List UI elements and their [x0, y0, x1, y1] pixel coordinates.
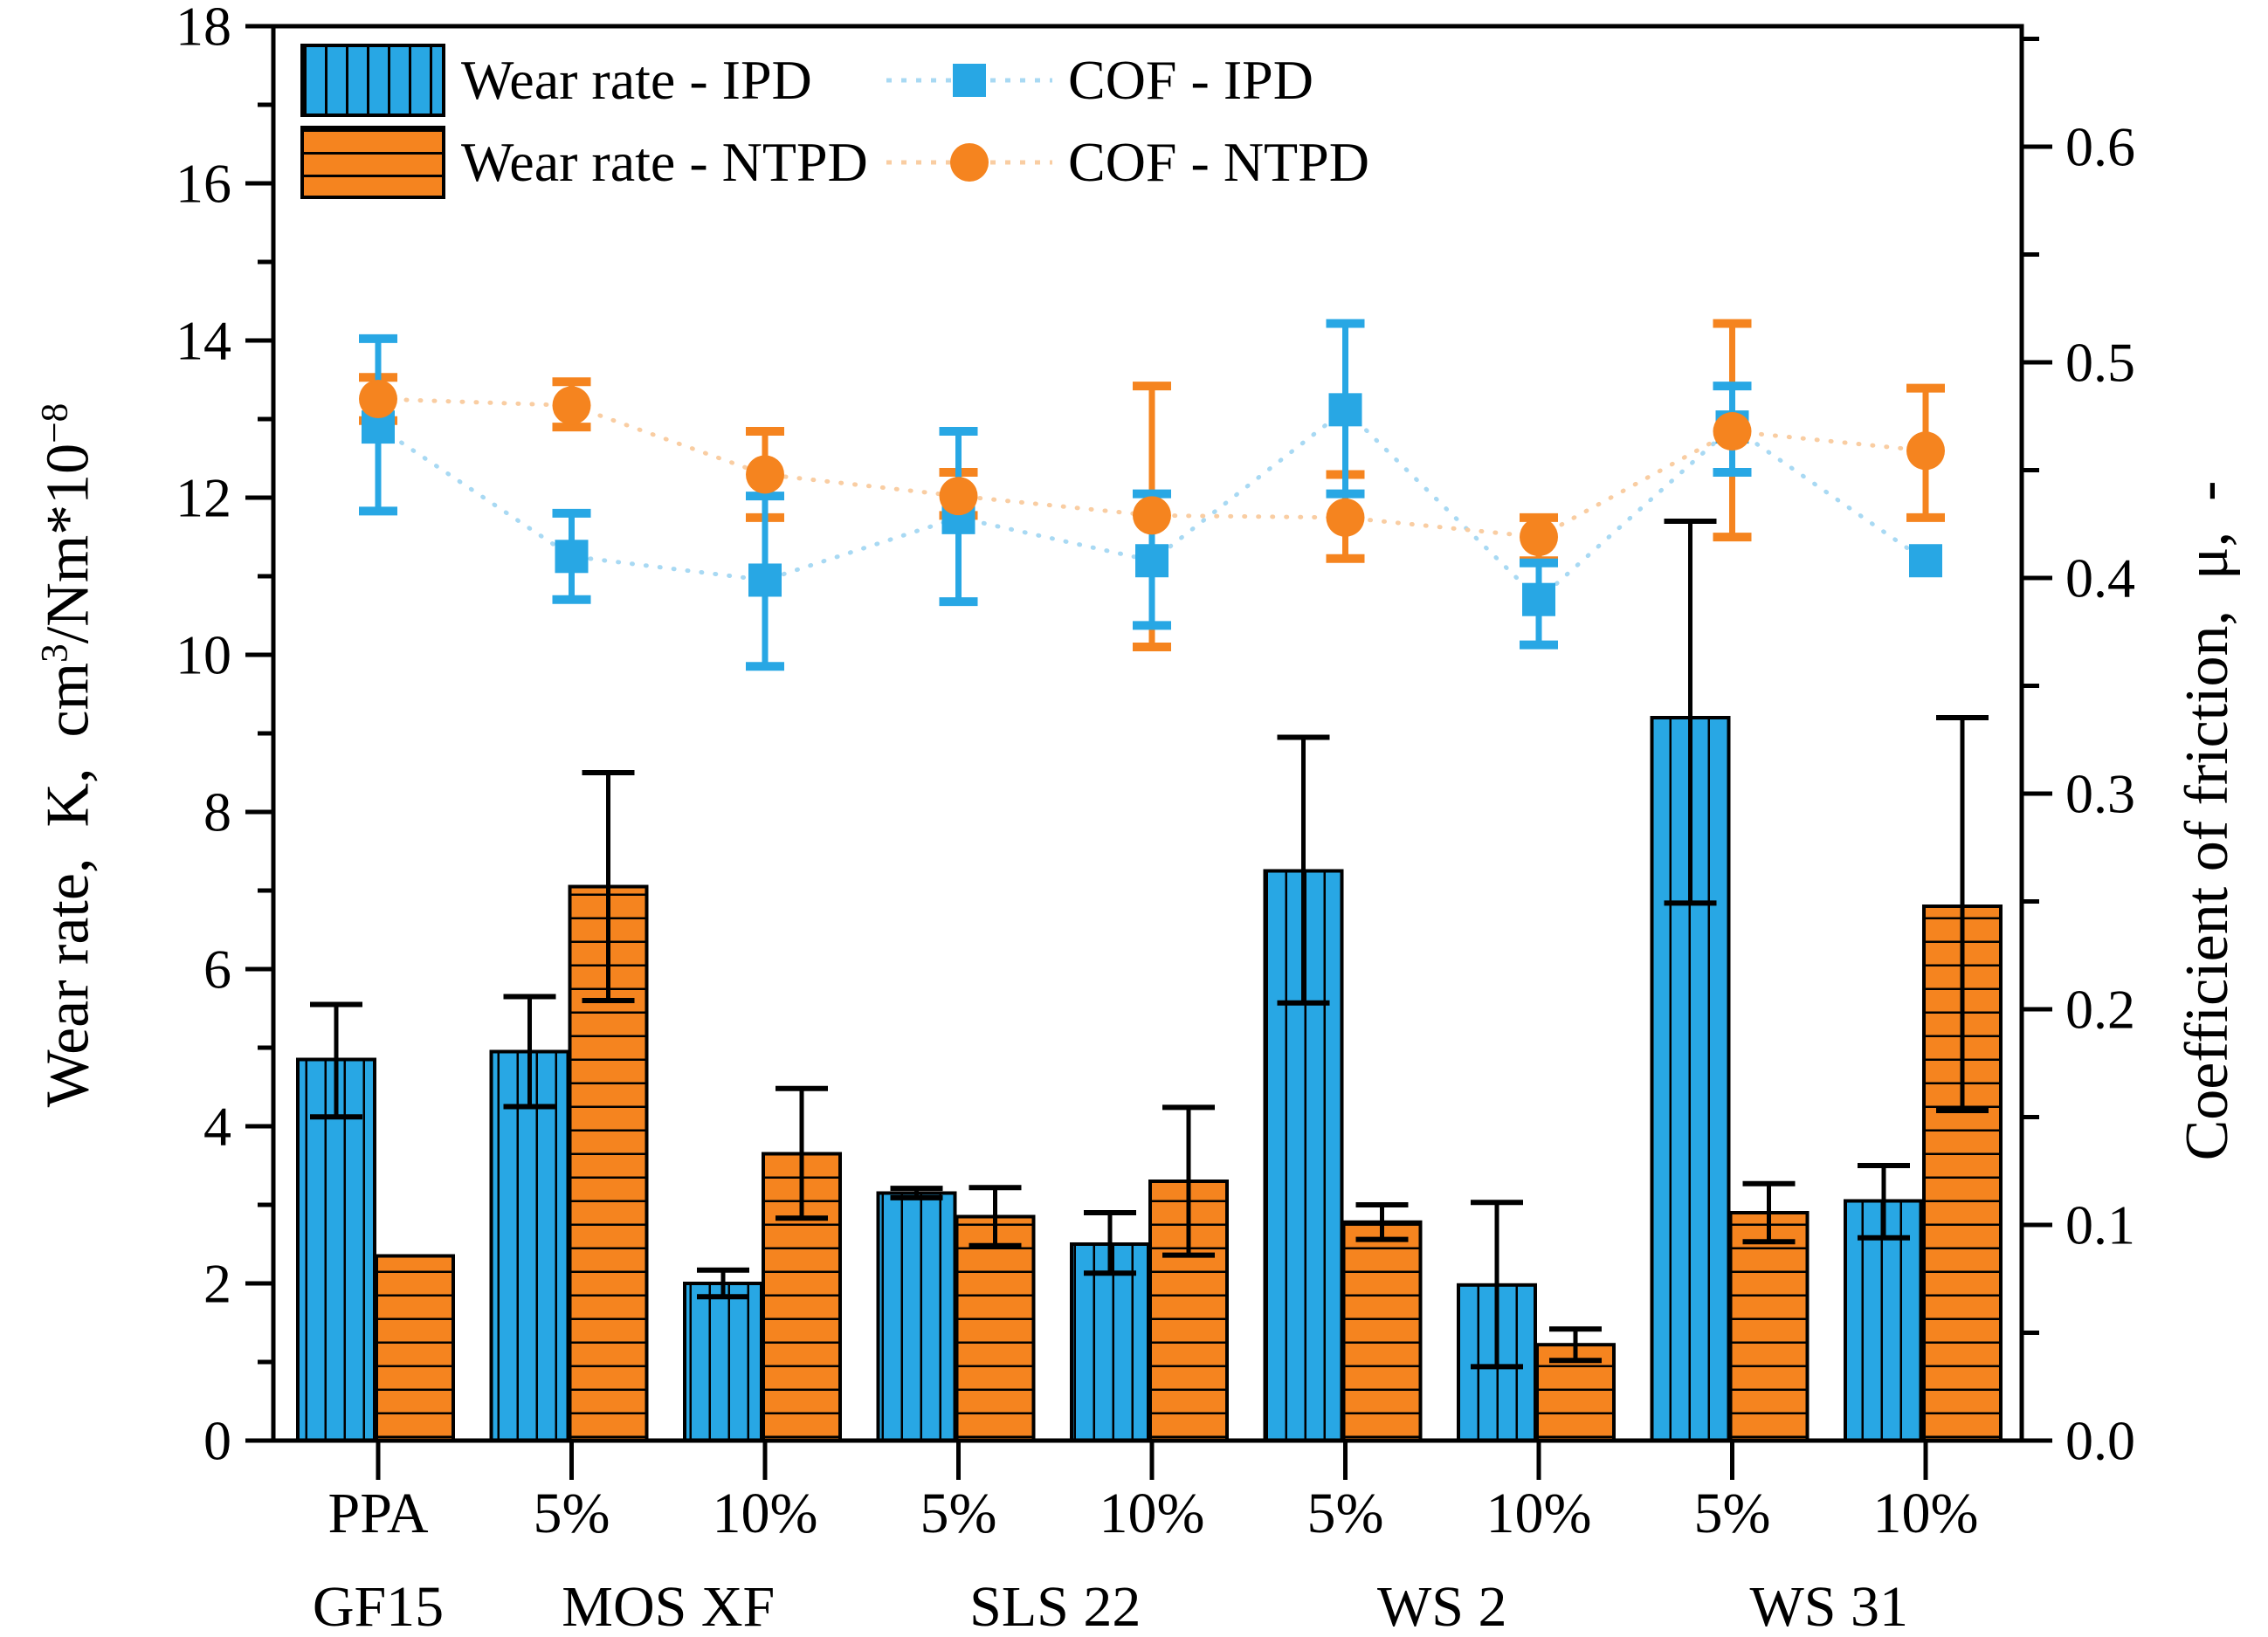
right-axis-tick-label: 0.4: [2065, 547, 2135, 609]
cof-ntpd-marker: [1906, 431, 1945, 471]
cof-ntpd-marker-icon: [886, 126, 1052, 199]
cof-ntpd-marker: [1713, 412, 1752, 451]
right-axis-tick-label: 0.1: [2065, 1194, 2135, 1256]
axis-ticks: [245, 24, 2052, 1480]
x-axis-tick-label: 10%: [1486, 1482, 1592, 1545]
left-axis-tick-label: 2: [203, 1253, 231, 1315]
legend-label: COF - IPD: [1068, 49, 1313, 111]
bar: [375, 1254, 455, 1442]
x-axis-tick-label: 5%: [1694, 1482, 1771, 1545]
legend-label: Wear rate - NTPD: [461, 131, 868, 193]
x-axis-tick-label: 5%: [1307, 1482, 1384, 1545]
bar: [955, 1214, 1036, 1442]
legend-item-wear-ipd: Wear rate - IPD: [300, 44, 812, 117]
right-axis-tick-label: 0.2: [2065, 979, 2135, 1041]
legend-item-cof-ipd: COF - IPD: [886, 44, 1313, 117]
cof-ntpd-marker: [939, 477, 978, 516]
left-axis-tick-label: 8: [203, 781, 231, 843]
cof-ntpd-marker: [552, 386, 591, 425]
bar: [1341, 1220, 1423, 1443]
right-axis-tick-label: 0.6: [2065, 116, 2135, 178]
material-group-label: GF15: [313, 1575, 444, 1637]
wear-ipd-swatch-icon: [300, 44, 445, 117]
right-axis-tick-label: 0.3: [2065, 763, 2135, 825]
material-group-label: WS 31: [1750, 1575, 1909, 1637]
bar: [489, 1049, 570, 1442]
left-axis-tick-label: 14: [176, 310, 231, 372]
bar: [296, 1057, 376, 1442]
material-group-label: SLS 22: [969, 1575, 1141, 1637]
left-axis-tick-label: 12: [176, 467, 231, 529]
cof-ipd-marker: [748, 563, 782, 597]
bar: [1728, 1211, 1810, 1442]
bar: [1070, 1242, 1150, 1442]
material-group-label: MOS XF: [562, 1575, 775, 1637]
left-axis-tick-label: 0: [203, 1410, 231, 1472]
cof-ipd-marker-icon: [886, 44, 1052, 117]
left-axis-tick-label: 18: [176, 0, 231, 58]
bar: [876, 1191, 957, 1442]
left-axis-tick-label: 4: [203, 1096, 231, 1158]
bar: [1844, 1199, 1924, 1442]
material-group-label: WS 2: [1377, 1575, 1507, 1637]
cof-ntpd-marker: [1326, 498, 1365, 537]
wear-ntpd-swatch-icon: [300, 126, 445, 199]
legend-label: COF - NTPD: [1068, 131, 1369, 193]
cof-ipd-marker: [1522, 582, 1555, 616]
axis-tick-labels: 0 2 4 6 8 10 12 14 16 18 0.0 0.1 0.2 0.3 0.4 0.5 0.6 PPA 5…: [176, 0, 2135, 1637]
cof-ntpd-marker: [1520, 518, 1558, 557]
x-axis-tick-label: 10%: [1100, 1482, 1205, 1545]
right-axis-tick-label: 0.0: [2065, 1410, 2135, 1472]
plot-frame: [271, 24, 2024, 1443]
x-axis-tick-label: 5%: [920, 1482, 997, 1545]
x-axis-tick-label: 10%: [1873, 1482, 1979, 1545]
cof-ntpd-marker: [746, 455, 784, 494]
legend-item-cof-ntpd: COF - NTPD: [886, 126, 1369, 199]
wear-rate-error-bars: [310, 519, 1989, 1370]
legend-item-wear-ntpd: Wear rate - NTPD: [300, 126, 868, 199]
cof-ntpd-marker: [359, 379, 397, 418]
right-axis-title: Coefficient of friction, μ, -: [2174, 480, 2241, 1161]
cof-error-bars: [359, 319, 1945, 671]
cof-ipd-marker: [1328, 393, 1362, 427]
wear-rate-bars: [296, 716, 2003, 1443]
left-axis-tick-label: 6: [203, 939, 231, 1001]
left-axis-title: Wear rate, K, cm3/Nm*10−8: [33, 402, 102, 1108]
x-axis-tick-label: 5%: [534, 1482, 610, 1545]
cof-ntpd-marker: [1133, 496, 1171, 535]
cof-ipd-marker: [555, 540, 589, 574]
x-axis-tick-label: 10%: [713, 1482, 818, 1545]
left-axis-tick-label: 10: [176, 624, 231, 686]
cof-ipd-marker: [1135, 544, 1168, 578]
legend-label: Wear rate - IPD: [461, 49, 812, 111]
x-axis-tick-label: PPA: [327, 1482, 428, 1545]
cof-markers: [359, 379, 1945, 616]
right-axis-tick-label: 0.5: [2065, 332, 2135, 394]
bar: [683, 1282, 763, 1442]
cof-ipd-marker: [1909, 544, 1942, 578]
bars-ipd: [296, 716, 1924, 1443]
left-axis-tick-label: 16: [176, 153, 231, 215]
